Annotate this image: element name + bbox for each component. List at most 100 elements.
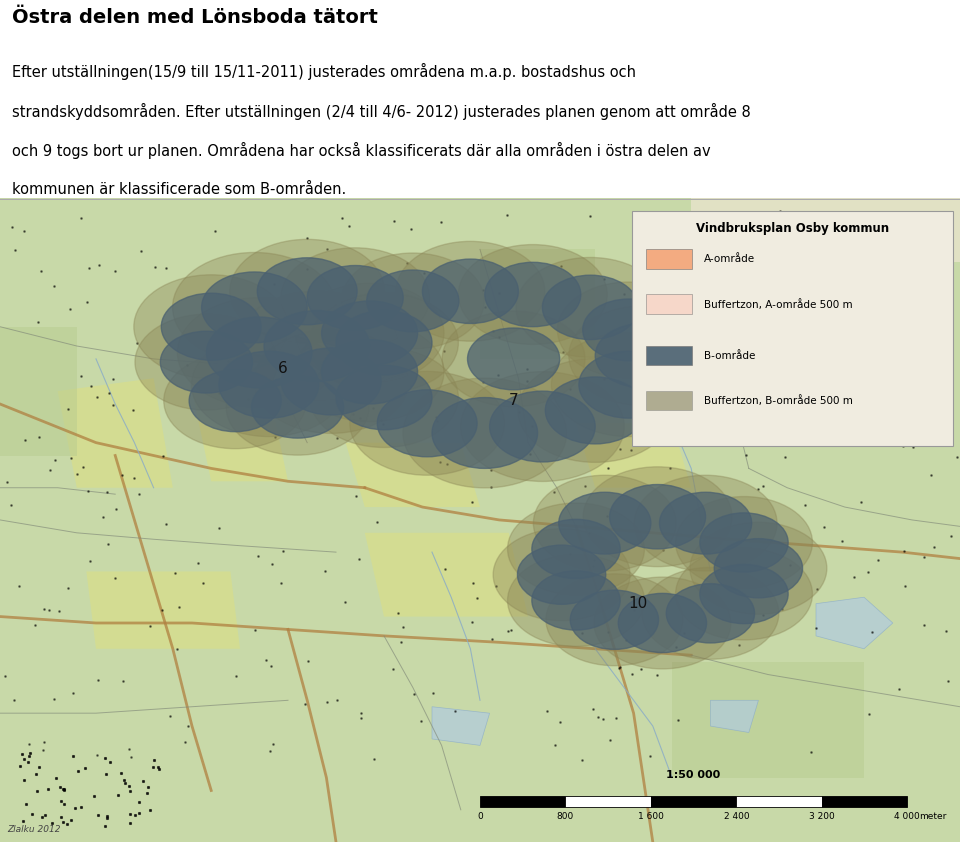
Circle shape [296,283,444,383]
Circle shape [342,253,484,349]
Circle shape [164,353,306,449]
Circle shape [160,331,252,393]
Circle shape [517,359,673,462]
Circle shape [690,522,827,614]
Circle shape [349,371,505,475]
Circle shape [219,351,319,418]
Bar [565,797,651,807]
Polygon shape [576,424,691,488]
Text: 800: 800 [557,812,574,821]
Circle shape [468,328,560,390]
Circle shape [235,291,398,401]
Bar [736,797,822,807]
Circle shape [281,348,381,415]
Circle shape [568,306,718,406]
Circle shape [642,568,779,659]
Polygon shape [432,706,490,745]
Circle shape [227,360,369,456]
Circle shape [660,493,752,554]
Circle shape [714,539,803,598]
Circle shape [161,293,261,360]
Circle shape [594,577,731,669]
Circle shape [257,258,357,325]
Polygon shape [346,443,480,507]
Bar [632,210,953,446]
Circle shape [322,301,418,365]
Polygon shape [365,533,528,616]
Text: Zlalku 2012: Zlalku 2012 [8,825,61,834]
Circle shape [583,299,675,361]
Polygon shape [58,378,173,488]
Polygon shape [86,572,240,648]
Circle shape [252,376,344,438]
Text: 0: 0 [477,812,483,821]
Polygon shape [0,198,960,842]
Circle shape [336,365,432,429]
Polygon shape [701,275,864,391]
Circle shape [551,333,707,437]
Circle shape [280,248,430,348]
Circle shape [558,282,700,378]
Bar [646,391,692,410]
Circle shape [135,314,277,410]
Circle shape [676,548,812,640]
Circle shape [542,275,638,339]
Circle shape [516,258,664,357]
Text: strandskyddsområden. Efter utställningen (2/4 till 4/6- 2012) justerades planen : strandskyddsområden. Efter utställningen… [12,103,751,120]
Bar [822,797,907,807]
Circle shape [202,272,307,343]
Text: Östra delen med Lönsboda tätort: Östra delen med Lönsboda tätort [12,8,377,27]
Circle shape [443,311,585,407]
Bar [480,797,565,807]
Text: 6: 6 [278,361,288,376]
Circle shape [635,475,777,571]
Circle shape [253,329,409,434]
Polygon shape [672,662,864,778]
Circle shape [403,378,566,488]
Text: A-område: A-område [704,254,755,264]
Circle shape [264,311,370,381]
Circle shape [322,339,418,404]
Bar [651,797,736,807]
Circle shape [532,520,620,578]
Circle shape [396,242,544,341]
Text: B-område: B-område [704,350,756,360]
Text: kommunen är klassificerade som B-områden.: kommunen är klassificerade som B-områden… [12,182,346,197]
Circle shape [307,265,403,330]
Text: Buffertzon, A-område 500 m: Buffertzon, A-område 500 m [704,299,852,310]
Circle shape [559,493,651,554]
Circle shape [229,239,385,344]
Circle shape [618,594,707,653]
Circle shape [367,270,459,332]
Bar [646,346,692,365]
Circle shape [432,397,538,468]
Circle shape [700,513,788,572]
Text: 1 600: 1 600 [638,812,663,821]
Text: 1:50 000: 1:50 000 [666,770,721,781]
Circle shape [336,311,432,375]
Circle shape [178,297,341,408]
Circle shape [532,571,620,630]
Circle shape [508,555,644,647]
Polygon shape [691,198,960,263]
Circle shape [570,590,659,649]
Text: och 9 togs bort ur planen. Områdena har också klassificerats där alla områden i : och 9 togs bort ur planen. Områdena har … [12,142,710,159]
Circle shape [309,348,459,447]
Circle shape [700,564,788,624]
Circle shape [206,317,312,388]
Circle shape [595,323,691,388]
Text: meter: meter [919,812,947,821]
Circle shape [461,371,624,482]
Circle shape [485,263,581,327]
Circle shape [422,259,518,323]
Circle shape [296,322,444,422]
Bar [646,249,692,269]
Bar [646,295,692,314]
Circle shape [377,390,477,457]
Polygon shape [710,701,758,733]
Text: 10: 10 [629,596,648,611]
Circle shape [173,253,336,362]
Circle shape [191,333,347,437]
Circle shape [546,574,683,666]
Text: 4 000: 4 000 [895,812,920,821]
